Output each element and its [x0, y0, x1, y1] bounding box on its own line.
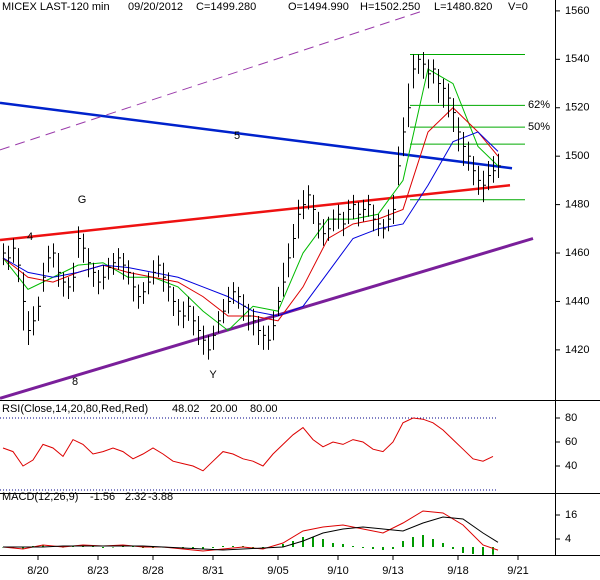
axes	[0, 0, 600, 560]
macd-histogram-bar	[372, 547, 374, 549]
macd-histogram-bar	[312, 537, 314, 547]
macd-histogram-bar	[222, 546, 224, 547]
x-tick-label: 8/23	[87, 565, 108, 577]
header-text: L=1480.820	[434, 1, 492, 13]
y-tick-label: 1480	[565, 199, 589, 211]
trendline	[0, 101, 513, 170]
x-tick-label: 9/21	[507, 565, 528, 577]
y-tick-label: 1500	[565, 150, 589, 162]
macd-histogram-bar	[102, 547, 104, 548]
x-tick-label: 8/31	[202, 565, 223, 577]
macd-histogram-bar	[322, 539, 324, 547]
macd-histogram-bar	[462, 547, 464, 553]
header-text: V=0	[508, 1, 528, 13]
macd-histogram-bar	[202, 547, 204, 550]
y-tick-label: 1560	[565, 5, 589, 17]
header-text: O=1494.990	[288, 1, 349, 13]
rsi-line	[2, 417, 494, 472]
header-text: 09/20/2012	[128, 1, 183, 13]
x-tick-label: 9/05	[267, 565, 288, 577]
macd-histogram-bar	[472, 547, 474, 554]
macd-histogram-bar	[412, 537, 414, 547]
macd-histogram-bar	[352, 546, 354, 547]
y-tick-label: 1460	[565, 247, 589, 259]
rsi-label: RSI(Close,14,20,80,Red,Red)	[2, 403, 148, 415]
macd-panel	[1, 510, 499, 555]
macd-histogram-bar	[212, 547, 214, 548]
macd-y-tick-label: 16	[565, 509, 577, 521]
rsi-y-tick-label: 80	[565, 412, 577, 424]
fib-label: 50%	[528, 121, 550, 133]
macd-line	[3, 516, 499, 551]
macd-label: MACD(12,26,9)	[2, 491, 78, 503]
macd-histogram-bar	[132, 546, 134, 547]
y-tick-label: 1440	[565, 295, 589, 307]
y-tick-label: 1520	[565, 102, 589, 114]
header-text: H=1502.250	[360, 1, 420, 13]
macd-histogram-bar	[42, 545, 44, 547]
annotation: Y	[209, 369, 217, 381]
macd-label: -3.88	[148, 491, 173, 503]
y-tick-label: 1420	[565, 344, 589, 356]
rsi-label: 80.00	[250, 403, 278, 415]
macd-histogram-bar	[402, 541, 404, 547]
macd-histogram-bar	[342, 544, 344, 547]
x-tick-label: 8/20	[27, 565, 48, 577]
annotation: G	[78, 194, 87, 206]
macd-histogram-bar	[382, 547, 384, 550]
trendline	[0, 183, 511, 242]
macd-histogram-bar	[492, 547, 494, 555]
macd-label: 2.32	[125, 491, 146, 503]
macd-label: -1.56	[90, 491, 115, 503]
header-text: MICEX LAST-120 min	[2, 1, 110, 13]
macd-histogram-bar	[362, 547, 364, 548]
labels: MICEX LAST-120 min 09/20/2012 C=1499.280 O=…	[2, 1, 589, 577]
header-text: C=1499.280	[196, 1, 256, 13]
macd-histogram-bar	[332, 543, 334, 547]
macd-y-tick-label: 4	[565, 533, 571, 545]
rsi-y-tick-label: 40	[565, 460, 577, 472]
macd-histogram-bar	[432, 539, 434, 547]
annotation: 5	[234, 130, 240, 142]
trendline	[0, 11, 421, 151]
macd-histogram-bar	[112, 547, 114, 548]
macd-histogram-bar	[482, 547, 484, 555]
macd-histogram-bar	[422, 535, 424, 547]
rsi-label: 48.02	[172, 403, 200, 415]
macd-histogram-bar	[452, 547, 454, 549]
rsi-panel	[0, 417, 498, 491]
rsi-label: 20.00	[210, 403, 238, 415]
macd-histogram-bar	[442, 543, 444, 547]
rsi-y-tick-label: 60	[565, 436, 577, 448]
x-tick-label: 9/13	[382, 565, 403, 577]
annotation: 4	[27, 231, 33, 243]
macd-histogram-bar	[392, 547, 394, 549]
annotation: 8	[72, 376, 78, 388]
fib-label: 62%	[528, 99, 550, 111]
macd-histogram-bar	[232, 546, 234, 547]
macd-histogram-bar	[302, 537, 304, 547]
x-tick-label: 8/28	[142, 565, 163, 577]
macd-histogram-bar	[22, 547, 24, 549]
price-panel	[0, 11, 534, 400]
macd-histogram-bar	[282, 544, 284, 547]
moving-average	[2, 68, 499, 332]
x-tick-label: 9/10	[327, 565, 348, 577]
y-tick-label: 1540	[565, 53, 589, 65]
x-tick-label: 9/18	[447, 565, 468, 577]
